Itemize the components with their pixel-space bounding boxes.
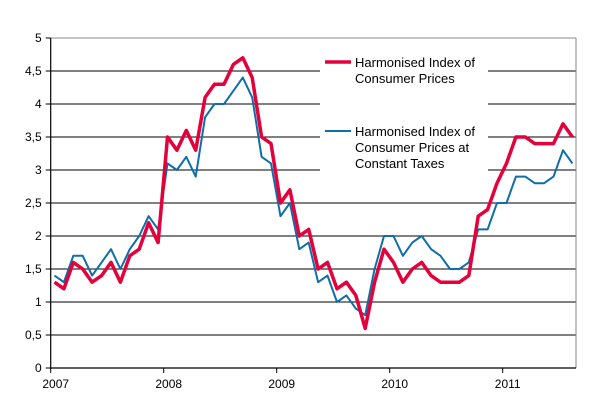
y-tick-label: 4 — [35, 97, 42, 111]
axes — [45, 37, 577, 373]
legend-label-line: Harmonised Index of — [355, 124, 475, 139]
legend-background — [320, 42, 488, 176]
legend-label-line: Consumer Prices at — [355, 140, 470, 155]
y-tick-label: 1,5 — [25, 262, 42, 276]
x-tick-label: 2011 — [495, 377, 521, 391]
legend-label: Harmonised Index of Consumer Prices — [355, 55, 475, 86]
x-tick-labels: 2007 2008 2009 2010 2011 — [42, 377, 521, 391]
series-lines — [53, 56, 574, 331]
y-tick-label: 3 — [35, 163, 42, 177]
y-tick-label: 1 — [35, 295, 42, 309]
y-tick-label: 4,5 — [25, 64, 42, 78]
x-tick-label: 2010 — [381, 377, 408, 391]
legend-label-line: Constant Taxes — [355, 156, 445, 171]
legend-label-line: Harmonised Index of — [355, 55, 475, 70]
x-tick-label: 2007 — [42, 377, 69, 391]
y-tick-labels: 0 0,5 1 1,5 2 2,5 3 3,5 4 4,5 5 — [25, 31, 42, 375]
x-tick-label: 2008 — [155, 377, 182, 391]
y-tick-label: 2,5 — [25, 196, 42, 210]
y-tick-label: 2 — [35, 229, 42, 243]
x-tick-label: 2009 — [268, 377, 295, 391]
legend-label: Harmonised Index of Consumer Prices at Con… — [355, 124, 475, 171]
legend-label-line: Consumer Prices — [355, 71, 455, 86]
legend: Harmonised Index of Consumer PricesHarmon… — [325, 55, 475, 171]
series-line-hicp-constant-taxes — [53, 76, 574, 317]
y-tick-label: 5 — [35, 31, 42, 45]
series-line-hicp — [53, 56, 574, 331]
y-tick-label: 0 — [35, 361, 42, 375]
y-tick-label: 3,5 — [25, 130, 42, 144]
y-tick-label: 0,5 — [25, 328, 42, 342]
